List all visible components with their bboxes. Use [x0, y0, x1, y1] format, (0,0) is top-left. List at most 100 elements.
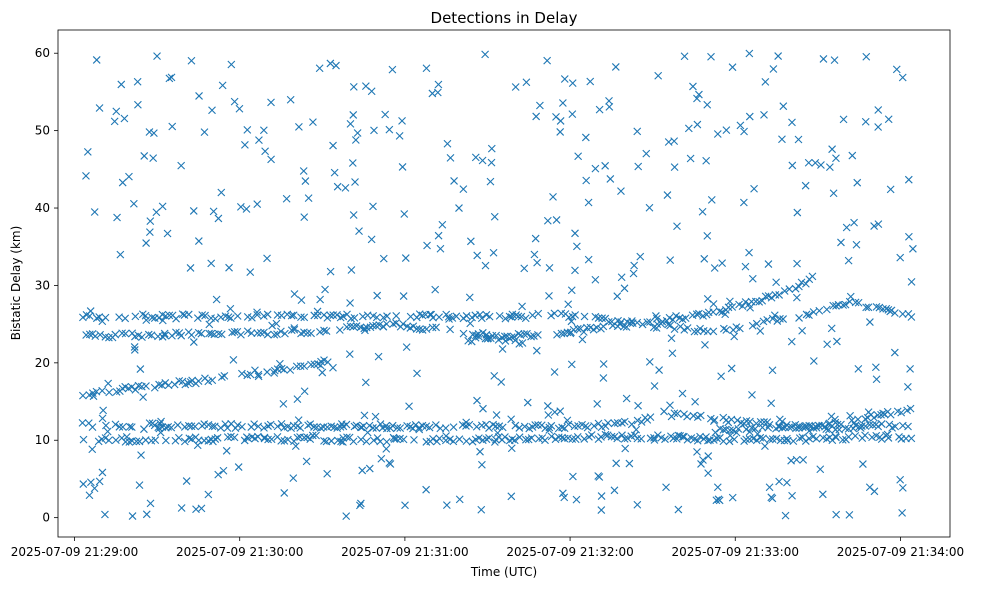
data-point: [620, 434, 629, 443]
data-point: [564, 300, 573, 309]
data-point: [350, 422, 359, 431]
data-point: [219, 466, 228, 475]
data-point: [415, 425, 424, 434]
data-point: [300, 213, 309, 221]
data-point: [815, 306, 824, 315]
data-point: [904, 232, 913, 241]
data-point: [392, 319, 400, 327]
data-point: [628, 319, 637, 328]
data-point: [373, 291, 382, 300]
data-point: [184, 421, 193, 430]
data-point: [865, 420, 874, 429]
data-point: [388, 421, 397, 430]
data-point: [520, 422, 529, 431]
data-point: [652, 324, 661, 332]
data-point: [192, 505, 200, 514]
data-point: [379, 254, 388, 263]
data-point: [479, 404, 487, 413]
data-point: [530, 250, 539, 259]
data-point: [618, 431, 626, 440]
data-point: [541, 436, 549, 445]
data-point: [795, 282, 803, 291]
data-point: [801, 279, 810, 288]
data-point: [799, 456, 808, 464]
data-point: [886, 307, 895, 316]
data-point: [668, 349, 677, 358]
data-point: [724, 418, 733, 427]
data-point: [870, 487, 879, 496]
data-point: [78, 313, 87, 322]
data-point: [617, 273, 626, 282]
data-point: [518, 339, 527, 347]
data-point: [277, 420, 286, 428]
data-point: [254, 422, 263, 431]
data-point: [79, 435, 88, 444]
data-point: [406, 312, 415, 321]
data-point: [276, 359, 284, 368]
data-point: [90, 208, 99, 216]
data-point: [83, 147, 92, 156]
data-point: [528, 311, 537, 320]
data-point: [534, 309, 543, 318]
data-point: [851, 298, 860, 307]
data-point: [122, 432, 131, 441]
data-point: [209, 207, 218, 216]
data-point: [607, 432, 616, 441]
data-point: [582, 176, 591, 185]
data-point: [787, 423, 796, 431]
data-point: [707, 52, 715, 61]
data-point: [643, 318, 652, 327]
data-point: [101, 510, 109, 519]
data-point: [783, 436, 792, 445]
data-point: [713, 130, 722, 138]
data-point: [220, 371, 229, 380]
data-point: [300, 313, 309, 322]
data-point: [534, 421, 542, 429]
data-point: [776, 314, 784, 323]
data-point: [212, 295, 221, 304]
data-point: [861, 117, 870, 126]
data-point: [844, 256, 853, 265]
data-point: [761, 77, 770, 86]
data-point: [164, 423, 173, 431]
data-point: [689, 411, 698, 420]
data-point: [545, 426, 554, 434]
data-point: [862, 303, 871, 312]
data-point: [389, 320, 398, 328]
data-point: [495, 312, 504, 320]
data-point: [780, 287, 789, 295]
data-point: [507, 313, 516, 322]
data-point: [225, 263, 233, 272]
data-point: [422, 64, 431, 73]
data-point: [193, 441, 202, 450]
data-point: [646, 413, 655, 421]
data-point: [193, 314, 202, 323]
data-point: [906, 364, 914, 373]
x-tick-label: 2025-07-09 21:31:00: [341, 545, 468, 559]
data-point: [572, 495, 581, 504]
data-point: [383, 312, 391, 321]
data-point: [358, 466, 367, 475]
data-point: [712, 496, 721, 505]
data-point: [877, 420, 886, 428]
data-point: [490, 438, 499, 446]
data-point: [209, 437, 217, 446]
data-point: [617, 187, 625, 196]
data-point: [186, 378, 195, 386]
data-point: [652, 314, 661, 323]
data-point: [235, 104, 244, 113]
data-point: [413, 369, 421, 378]
data-point: [558, 423, 566, 432]
data-point: [134, 100, 142, 109]
y-axis-label: Bistatic Delay (km): [9, 226, 23, 341]
data-point: [822, 425, 831, 433]
data-point: [599, 322, 608, 331]
data-point: [832, 302, 840, 310]
data-point: [294, 416, 303, 425]
y-tick-label: 20: [35, 356, 50, 370]
data-point: [650, 433, 658, 442]
data-point: [874, 220, 883, 229]
data-point: [693, 94, 701, 103]
data-point: [772, 278, 781, 287]
data-point: [142, 382, 150, 390]
